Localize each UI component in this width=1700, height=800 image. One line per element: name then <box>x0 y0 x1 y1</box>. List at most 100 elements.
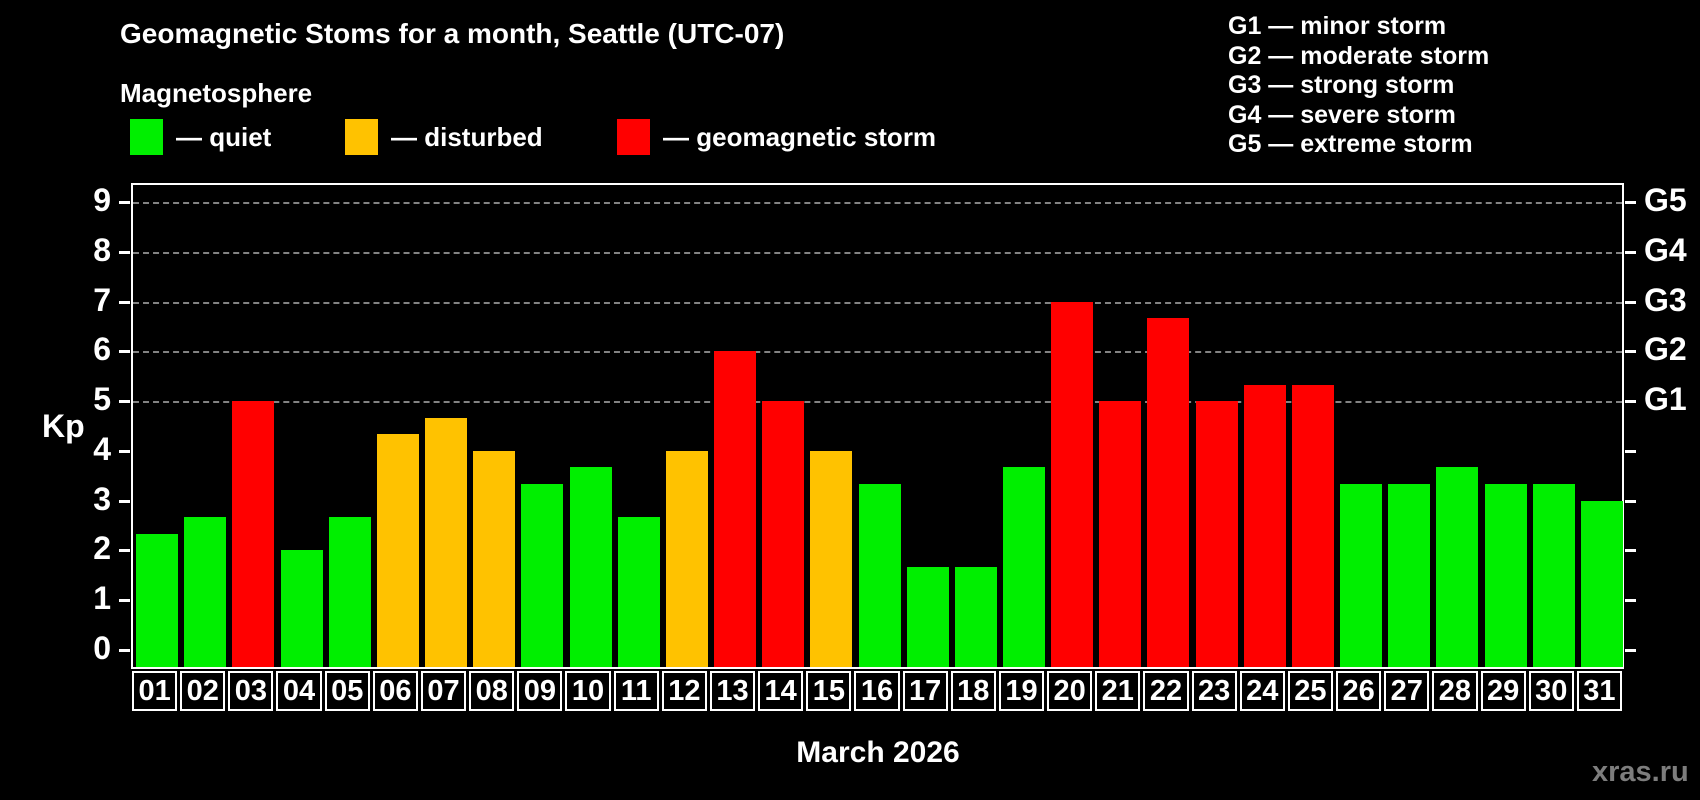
y-axis-tick <box>1625 549 1636 553</box>
g-level-label: G3 <box>1644 281 1687 318</box>
kp-bar <box>954 566 997 667</box>
kp-bar <box>1195 401 1238 667</box>
kp-bar <box>810 450 853 667</box>
day-label-cell: 14 <box>758 671 804 711</box>
kp-bar <box>1580 500 1623 667</box>
y-axis-tick <box>119 549 130 553</box>
day-label-cell: 10 <box>565 671 611 711</box>
day-label-cell: 13 <box>709 671 756 711</box>
legend-label: — quiet <box>176 121 272 152</box>
day-label-cell: 02 <box>180 671 226 711</box>
y-axis-tick <box>1625 649 1636 652</box>
day-label-cell: 05 <box>324 671 370 711</box>
day-label-cell: 11 <box>613 671 659 711</box>
day-label-cell: 24 <box>1239 671 1285 711</box>
legend-swatch-storm <box>617 119 650 155</box>
kp-bar <box>136 534 179 667</box>
g-scale-legend: G1 — minor storm G2 — moderate storm G3 — … <box>1228 12 1489 160</box>
legend-swatch-disturbed <box>345 119 378 155</box>
g-level-gridline <box>133 351 1622 354</box>
watermark: xras.ru <box>1592 756 1689 788</box>
y-tick-label: 3 <box>93 480 111 517</box>
kp-bar <box>1002 467 1045 667</box>
x-axis-title: March 2026 <box>796 736 960 769</box>
y-axis-tick <box>1625 350 1636 354</box>
magnetosphere-label: Magnetosphere <box>120 78 313 108</box>
g-level-label: G5 <box>1644 181 1687 218</box>
y-axis-tick <box>1625 250 1636 254</box>
day-label-cell: 19 <box>998 671 1045 711</box>
kp-bar <box>376 434 419 667</box>
kp-bar <box>906 566 949 667</box>
y-tick-label: 1 <box>93 580 111 617</box>
kp-bar <box>714 351 757 667</box>
y-axis-tick <box>119 649 130 652</box>
kp-bar <box>473 450 516 667</box>
kp-bar <box>569 467 612 667</box>
day-label-cell: 22 <box>1143 671 1189 711</box>
legend-label: — geomagnetic storm <box>663 121 937 152</box>
kp-bar <box>1291 384 1334 667</box>
y-axis-tick <box>119 499 130 503</box>
y-axis-tick <box>119 300 130 304</box>
y-axis-tick <box>1625 200 1636 204</box>
day-label-cell: 09 <box>517 671 563 711</box>
kp-bar <box>1099 401 1142 667</box>
day-label-cell: 23 <box>1191 671 1237 711</box>
kp-bar <box>762 401 805 667</box>
legend-item-storm: — geomagnetic storm <box>617 119 936 155</box>
kp-bar <box>665 450 708 667</box>
day-label-cell: 12 <box>661 671 707 711</box>
day-label-cell: 29 <box>1480 671 1526 711</box>
kp-bar-plot-area <box>131 183 1624 669</box>
y-tick-label: 2 <box>93 530 111 567</box>
g-level-label: G2 <box>1644 331 1687 368</box>
day-label-cell: 01 <box>132 671 178 711</box>
g-level-label: G1 <box>1644 381 1687 418</box>
day-label-cell: 17 <box>902 671 948 711</box>
g-scale-legend-line: G1 — minor storm <box>1228 12 1447 40</box>
g-scale-legend-line: G2 — moderate storm <box>1228 41 1490 70</box>
kp-bar <box>280 550 323 667</box>
g-level-gridline <box>133 301 1622 304</box>
day-label-cell: 16 <box>854 671 900 711</box>
chart-title: Geomagnetic Stoms for a month, Seattle (… <box>120 18 785 49</box>
kp-bar <box>1340 484 1383 667</box>
kp-bar <box>1436 467 1479 667</box>
day-label-cell: 20 <box>1047 671 1093 711</box>
kp-bar <box>1484 484 1527 667</box>
day-label-cell: 27 <box>1384 671 1430 711</box>
legend-label: — disturbed <box>391 121 543 152</box>
y-axis-tick <box>119 350 130 354</box>
y-tick-label: 0 <box>93 630 111 666</box>
g-scale-legend-line: G3 — strong storm <box>1228 71 1455 99</box>
kp-bar <box>425 417 468 667</box>
day-label-cell: 28 <box>1432 671 1478 711</box>
kp-bar <box>1243 384 1286 667</box>
day-label-cell: 21 <box>1095 671 1141 711</box>
y-tick-label: 8 <box>93 231 111 268</box>
y-axis-tick <box>1625 449 1636 453</box>
day-label-cell: 03 <box>228 671 274 711</box>
day-label-cell: 18 <box>950 671 996 711</box>
y-axis-label: Kp <box>42 408 85 444</box>
y-tick-label: 9 <box>93 181 111 218</box>
kp-bar <box>1147 317 1190 667</box>
day-label-cell: 26 <box>1336 671 1382 711</box>
day-label-cell: 06 <box>372 671 418 711</box>
g-level-gridline <box>133 251 1622 254</box>
kp-bar <box>858 484 901 667</box>
y-tick-label: 6 <box>93 331 111 368</box>
y-axis-tick <box>119 250 130 254</box>
y-axis-tick <box>1625 599 1636 603</box>
y-axis-tick <box>119 400 130 404</box>
y-axis-tick <box>119 449 130 453</box>
kp-bar <box>1532 484 1575 667</box>
y-tick-label: 5 <box>93 381 111 418</box>
day-label-cell: 31 <box>1576 671 1622 711</box>
legend-item-quiet: — quiet <box>130 119 271 155</box>
day-label-cell: 30 <box>1528 671 1574 711</box>
kp-bar <box>184 517 227 667</box>
day-label-cell: 25 <box>1287 671 1334 711</box>
